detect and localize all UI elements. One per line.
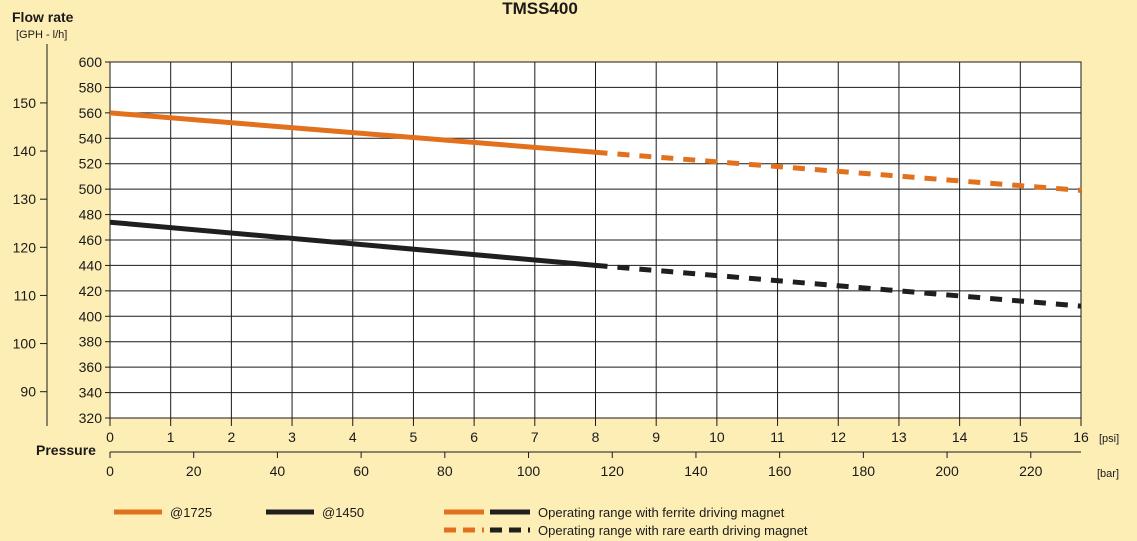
legend-label-1725: @1725	[170, 505, 212, 520]
x-tick-label-bar: 160	[768, 463, 792, 479]
y-tick-label-gph: 120	[13, 239, 37, 255]
legend-label-1450: @1450	[322, 505, 364, 520]
x-tick-label-psi: 0	[106, 429, 114, 445]
x-tick-label-psi: 16	[1073, 429, 1089, 445]
x-tick-label-bar: 100	[517, 463, 541, 479]
y-tick-label-lh: 320	[79, 410, 103, 426]
x-tick-label-psi: 8	[592, 429, 600, 445]
y-tick-label-lh: 580	[79, 79, 103, 95]
series-line-dashed-0	[595, 149, 1082, 193]
x-axis-title: Pressure	[36, 442, 96, 458]
y-tick-label-lh: 360	[79, 359, 103, 375]
x-tick-label-psi: 1	[167, 429, 175, 445]
y-tick-label-lh: 540	[79, 130, 103, 146]
y-tick-label-lh: 340	[79, 385, 103, 401]
x-tick-label-bar: 40	[270, 463, 286, 479]
x-tick-label-psi: 11	[770, 429, 785, 445]
x-tick-label-psi: 14	[952, 429, 968, 445]
y-tick-label-lh: 600	[79, 54, 103, 70]
x-tick-label-bar: 180	[852, 463, 876, 479]
x-tick-label-bar: 140	[684, 463, 708, 479]
series-line-dashed-1	[595, 262, 1082, 309]
x-tick-label-psi: 2	[227, 429, 235, 445]
x-tick-label-bar: 60	[353, 463, 369, 479]
series-line-solid-1	[109, 219, 596, 268]
x-tick-label-psi: 15	[1013, 429, 1029, 445]
y-tick-label-gph: 110	[14, 287, 37, 303]
y-axis-units: [GPH - l/h]	[16, 29, 67, 41]
legend-label-rare-earth: Operating range with rare earth driving …	[538, 523, 808, 538]
y-tick-label-gph: 90	[20, 384, 36, 400]
chart-title: TMSS400	[502, 0, 578, 18]
x-tick-label-psi: 12	[830, 429, 846, 445]
y-tick-label-lh: 420	[79, 283, 103, 299]
y-tick-label-lh: 480	[79, 207, 103, 223]
x-tick-label-bar: 220	[1019, 463, 1043, 479]
x-axis-units-bar: [bar]	[1097, 468, 1119, 480]
x-tick-label-bar: 0	[106, 463, 114, 479]
x-tick-label-psi: 3	[288, 429, 296, 445]
series-layer	[109, 110, 1082, 309]
x-tick-label-bar: 80	[437, 463, 453, 479]
x-tick-label-psi: 10	[709, 429, 725, 445]
y-tick-label-lh: 380	[79, 334, 103, 350]
x-tick-label-psi: 5	[410, 429, 418, 445]
y-tick-label-gph: 140	[13, 143, 37, 159]
legend-label-ferrite: Operating range with ferrite driving mag…	[538, 505, 785, 520]
y-tick-label-lh: 440	[79, 257, 103, 273]
legend: @1725 @1450 Operating range with ferrite…	[114, 505, 808, 538]
x-tick-label-bar: 20	[186, 463, 202, 479]
y-tick-label-lh: 500	[79, 181, 103, 197]
y-tick-label-gph: 100	[13, 336, 37, 352]
tick-labels: 3203403603804004204404604805005205405605…	[13, 54, 1089, 479]
x-tick-label-psi: 4	[349, 429, 357, 445]
y-tick-label-lh: 560	[79, 105, 103, 121]
x-tick-label-psi: 7	[531, 429, 539, 445]
x-tick-label-psi: 6	[470, 429, 478, 445]
series-line-solid-0	[109, 110, 596, 155]
y-axis-title: Flow rate	[12, 9, 74, 25]
x-tick-label-bar: 200	[935, 463, 959, 479]
x-axis-units-psi: [psi]	[1099, 433, 1119, 445]
x-tick-label-bar: 120	[601, 463, 625, 479]
y-tick-label-gph: 150	[13, 95, 37, 111]
y-tick-label-lh: 400	[79, 308, 103, 324]
y-tick-label-gph: 130	[13, 191, 37, 207]
x-tick-label-psi: 13	[891, 429, 907, 445]
y-tick-label-lh: 460	[79, 232, 103, 248]
plot-grid	[40, 44, 1082, 458]
y-tick-label-lh: 520	[79, 156, 103, 172]
x-tick-label-psi: 9	[652, 429, 660, 445]
